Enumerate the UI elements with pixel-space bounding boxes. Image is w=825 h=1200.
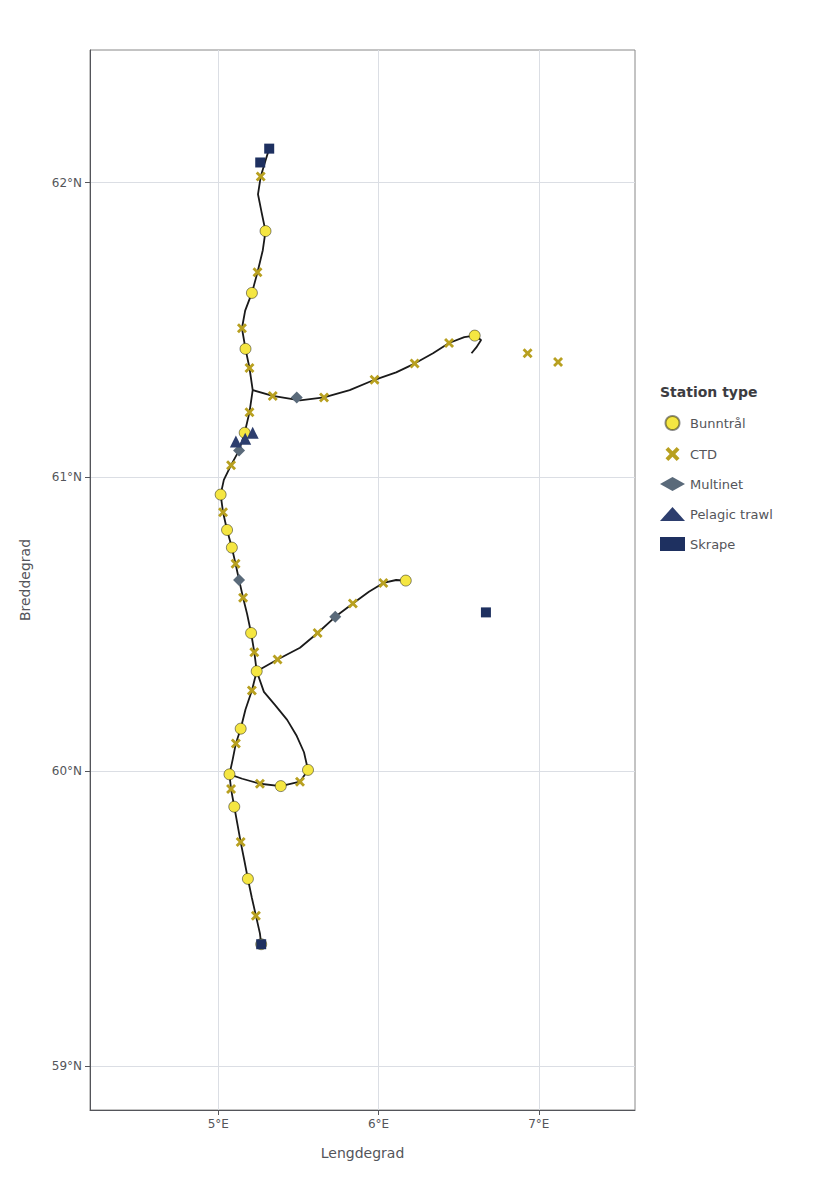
svg-text:62°N: 62°N	[52, 176, 82, 190]
svg-text:Lengdegrad: Lengdegrad	[321, 1145, 405, 1161]
svg-text:6°E: 6°E	[368, 1117, 389, 1131]
svg-text:Pelagic trawl: Pelagic trawl	[690, 507, 773, 522]
svg-text:60°N: 60°N	[52, 764, 82, 778]
svg-text:61°N: 61°N	[52, 470, 82, 484]
svg-text:Breddegrad: Breddegrad	[17, 539, 33, 621]
svg-text:Multinet: Multinet	[690, 477, 743, 492]
svg-text:CTD: CTD	[690, 447, 717, 462]
svg-text:7°E: 7°E	[528, 1117, 549, 1131]
svg-text:Station type: Station type	[660, 384, 758, 400]
svg-text:Skrape: Skrape	[690, 537, 735, 552]
svg-text:5°E: 5°E	[208, 1117, 229, 1131]
svg-text:Bunntrål: Bunntrål	[690, 416, 746, 431]
svg-text:59°N: 59°N	[52, 1059, 82, 1073]
